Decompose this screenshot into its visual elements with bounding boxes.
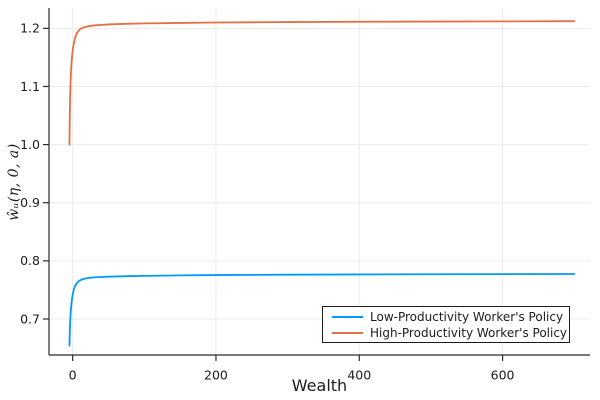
legend-label-high: High-Productivity Worker's Policy [370,325,568,340]
y-tick-label: 0.8 [20,253,40,268]
y-tick-label: 0.9 [20,195,40,210]
y-tick-label: 1.2 [20,21,40,36]
series-line-low-productivity-worker-s-policy [68,273,576,347]
series-line-high-productivity-worker-s-policy [68,20,576,146]
x-axis-label: Wealth [291,376,348,395]
y-tick-label: 0.7 [20,311,40,326]
legend-line-sample-high [332,331,363,334]
legend-line-sample-low [332,315,363,318]
legend: Low-Productivity Worker's Policy High-Pr… [322,306,570,343]
x-tick-label: 400 [347,368,371,383]
y-tick-label: 1.1 [20,79,40,94]
x-tick-label: 0 [69,368,77,383]
legend-item-high-productivity: High-Productivity Worker's Policy [332,325,569,340]
legend-item-low-productivity: Low-Productivity Worker's Policy [332,309,569,324]
legend-label-low: Low-Productivity Worker's Policy [370,309,564,324]
x-tick-label: 200 [204,368,228,383]
y-axis-label: ŵᵤ(η, 0, a) [6,143,22,221]
x-tick-label: 600 [491,368,515,383]
y-tick-label: 1.0 [20,137,40,152]
